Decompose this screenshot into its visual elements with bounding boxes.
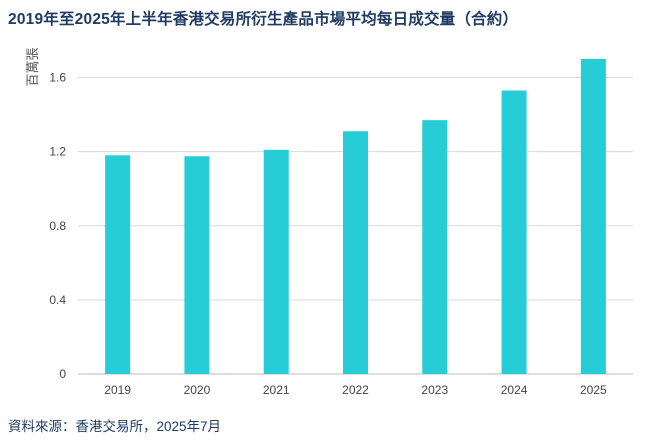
chart-title: 2019年至2025年上半年香港交易所衍生產品市場平均每日成交量（合約）: [8, 11, 519, 28]
bar-2022: [343, 131, 368, 374]
bar-2019: [105, 155, 131, 374]
y-tick-label: 1.6: [49, 71, 66, 85]
x-tick-label: 2021: [263, 383, 290, 397]
bars: [105, 59, 606, 374]
y-tick-label: 0: [59, 367, 66, 381]
bar-2023: [422, 120, 448, 374]
bar-2021: [263, 149, 289, 374]
source-note: 資料來源：香港交易所，2025年7月: [8, 419, 222, 434]
bar-2020: [184, 156, 210, 374]
y-tick-label: 0.4: [49, 293, 66, 307]
bar-2024: [501, 90, 527, 374]
y-tick-label: 0.8: [49, 219, 66, 233]
x-tick-label: 2023: [421, 383, 448, 397]
y-tick-label: 1.2: [49, 145, 66, 159]
x-tick-label: 2025: [580, 383, 607, 397]
x-tick-label: 2019: [104, 383, 131, 397]
y-axis-ticks: 0 0.4 0.8 1.2 1.6: [49, 71, 66, 381]
y-axis-label: 百萬張: [25, 47, 40, 86]
bar-2025: [580, 59, 606, 374]
x-tick-label: 2020: [184, 383, 211, 397]
x-tick-label: 2024: [501, 383, 528, 397]
x-axis-ticks: 2019 2020 2021 2022 2023 2024 2025: [104, 383, 607, 397]
x-tick-label: 2022: [342, 383, 369, 397]
